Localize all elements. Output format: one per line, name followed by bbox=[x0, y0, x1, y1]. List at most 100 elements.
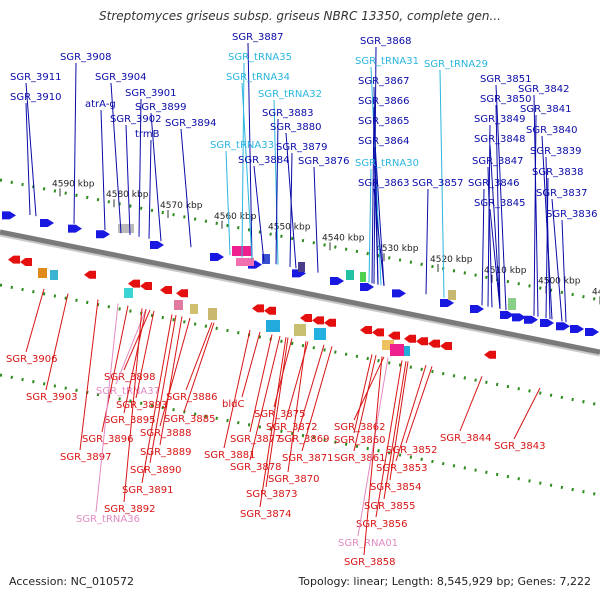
forward-gene-label[interactable]: SGR_3863 bbox=[358, 178, 410, 189]
forward-gene-label[interactable]: SGR_tRNA34 bbox=[226, 72, 290, 83]
forward-gene-arrow[interactable] bbox=[210, 253, 224, 261]
reverse-gene-arrow[interactable] bbox=[324, 318, 336, 327]
forward-gene-arrow[interactable] bbox=[96, 230, 110, 239]
reverse-gene-label[interactable]: SGR_3906 bbox=[6, 354, 58, 365]
reverse-gene-label[interactable]: SGR_tRNA36 bbox=[76, 514, 140, 525]
forward-gene-arrow[interactable] bbox=[360, 283, 374, 291]
reverse-gene-label[interactable]: SGR_3888 bbox=[140, 428, 192, 439]
forward-gene-label[interactable]: SGR_3901 bbox=[125, 88, 177, 99]
forward-gene-label[interactable]: SGR_tRNA29 bbox=[424, 59, 488, 70]
reverse-gene-label[interactable]: SGR_3875 bbox=[254, 409, 306, 420]
reverse-gene-label[interactable]: SGR_3871 bbox=[282, 453, 334, 464]
reverse-gene-label[interactable]: SGR_3881 bbox=[204, 450, 256, 461]
forward-gene-label[interactable]: SGR_3867 bbox=[358, 76, 410, 87]
reverse-gene-label[interactable]: SGR_3852 bbox=[386, 445, 438, 456]
reverse-gene-label[interactable]: SGR_tRNA37 bbox=[96, 386, 160, 397]
reverse-gene-label[interactable]: SGR_3890 bbox=[130, 465, 182, 476]
feature-block[interactable] bbox=[50, 270, 58, 280]
forward-gene-label[interactable]: trmB bbox=[135, 129, 160, 140]
forward-gene-label[interactable]: SGR_3908 bbox=[60, 52, 112, 63]
reverse-gene-label[interactable]: SGR_3872 bbox=[266, 422, 318, 433]
feature-block[interactable] bbox=[448, 290, 456, 300]
reverse-gene-label[interactable]: SGR_3869 bbox=[278, 434, 330, 445]
forward-gene-arrow[interactable] bbox=[40, 219, 54, 227]
forward-gene-label[interactable]: SGR_3880 bbox=[270, 122, 322, 133]
feature-block[interactable] bbox=[124, 288, 133, 298]
reverse-gene-label[interactable]: SGR_3896 bbox=[82, 434, 134, 445]
forward-gene-arrow[interactable] bbox=[512, 313, 526, 322]
feature-block[interactable] bbox=[208, 308, 217, 320]
reverse-gene-arrow[interactable] bbox=[8, 255, 20, 264]
reverse-gene-arrow[interactable] bbox=[428, 339, 440, 348]
forward-gene-label[interactable]: SGR_3845 bbox=[474, 198, 526, 209]
forward-gene-label[interactable]: SGR_3839 bbox=[530, 146, 582, 157]
feature-block[interactable] bbox=[118, 224, 134, 233]
forward-gene-label[interactable]: SGR_tRNA30 bbox=[355, 158, 419, 169]
reverse-gene-label[interactable]: SGR_3860 bbox=[334, 435, 386, 446]
forward-gene-label[interactable]: SGR_3840 bbox=[526, 125, 578, 136]
reverse-gene-arrow[interactable] bbox=[252, 304, 264, 313]
reverse-gene-label[interactable]: SGR_3903 bbox=[26, 392, 78, 403]
forward-gene-label[interactable]: SGR_3847 bbox=[472, 156, 524, 167]
reverse-gene-arrow[interactable] bbox=[416, 337, 428, 346]
reverse-gene-label[interactable]: SGR_3893 bbox=[116, 400, 168, 411]
forward-gene-label[interactable]: SGR_3851 bbox=[480, 74, 532, 85]
forward-gene-label[interactable]: SGR_3904 bbox=[95, 72, 147, 83]
reverse-gene-arrow[interactable] bbox=[160, 286, 172, 294]
reverse-gene-arrow[interactable] bbox=[388, 331, 400, 340]
forward-gene-label[interactable]: SGR_3866 bbox=[358, 96, 410, 107]
reverse-gene-label[interactable]: SGR_3878 bbox=[230, 462, 282, 473]
reverse-gene-arrow[interactable] bbox=[360, 326, 372, 334]
feature-block[interactable] bbox=[314, 328, 326, 340]
forward-gene-label[interactable]: SGR_3902 bbox=[110, 114, 162, 125]
forward-gene-label[interactable]: atrA-g bbox=[85, 99, 116, 110]
reverse-gene-arrow[interactable] bbox=[176, 289, 188, 298]
feature-block[interactable] bbox=[262, 254, 270, 264]
reverse-gene-arrow[interactable] bbox=[312, 316, 324, 325]
forward-gene-label[interactable]: SGR_3879 bbox=[276, 142, 328, 153]
reverse-gene-label[interactable]: SGR_3855 bbox=[364, 501, 416, 512]
forward-gene-label[interactable]: SGR_3911 bbox=[10, 72, 62, 83]
reverse-gene-label[interactable]: SGR_3854 bbox=[370, 482, 422, 493]
reverse-gene-arrow[interactable] bbox=[20, 258, 32, 266]
forward-gene-label[interactable]: SGR_3837 bbox=[536, 188, 588, 199]
feature-block[interactable] bbox=[174, 300, 183, 310]
reverse-gene-arrow[interactable] bbox=[484, 350, 496, 359]
reverse-gene-label[interactable]: SGR_3873 bbox=[246, 489, 298, 500]
forward-gene-arrow[interactable] bbox=[440, 299, 454, 307]
feature-block[interactable] bbox=[508, 298, 516, 310]
forward-gene-label[interactable]: SGR_3887 bbox=[232, 32, 284, 43]
forward-gene-arrow[interactable] bbox=[330, 277, 344, 285]
reverse-gene-arrow[interactable] bbox=[140, 282, 152, 290]
reverse-gene-arrow[interactable] bbox=[440, 342, 452, 350]
forward-gene-arrow[interactable] bbox=[392, 289, 406, 298]
reverse-gene-label[interactable]: SGR_3853 bbox=[376, 463, 428, 474]
reverse-gene-label[interactable]: SGR_3844 bbox=[440, 433, 492, 444]
feature-block[interactable] bbox=[294, 324, 306, 336]
forward-gene-label[interactable]: SGR_3868 bbox=[360, 36, 412, 47]
reverse-gene-label[interactable]: SGR_3886 bbox=[166, 392, 218, 403]
forward-gene-label[interactable]: SGR_3884 bbox=[238, 155, 290, 166]
forward-gene-arrow[interactable] bbox=[68, 224, 82, 233]
reverse-gene-label[interactable]: SGR_3891 bbox=[122, 485, 174, 496]
forward-gene-label[interactable]: SGR_3910 bbox=[10, 92, 62, 103]
reverse-gene-arrow[interactable] bbox=[264, 306, 276, 315]
forward-gene-label[interactable]: SGR_3865 bbox=[358, 116, 410, 127]
forward-gene-label[interactable]: SGR_3842 bbox=[518, 84, 570, 95]
reverse-gene-label[interactable]: SGR_3843 bbox=[494, 441, 546, 452]
forward-gene-label[interactable]: SGR_3838 bbox=[532, 167, 584, 178]
feature-block[interactable] bbox=[298, 262, 305, 272]
reverse-gene-label[interactable]: SGR_3858 bbox=[344, 557, 396, 568]
forward-gene-label[interactable]: SGR_tRNA31 bbox=[355, 56, 419, 67]
forward-gene-label[interactable]: SGR_3846 bbox=[468, 178, 520, 189]
forward-gene-label[interactable]: SGR_3836 bbox=[546, 209, 598, 220]
forward-gene-label[interactable]: SGR_3848 bbox=[474, 134, 526, 145]
reverse-gene-arrow[interactable] bbox=[372, 328, 384, 337]
reverse-gene-label[interactable]: SGR_3895 bbox=[104, 415, 156, 426]
forward-gene-label[interactable]: SGR_3899 bbox=[135, 102, 187, 113]
forward-gene-arrow[interactable] bbox=[150, 241, 164, 249]
forward-gene-label[interactable]: SGR_3894 bbox=[165, 118, 217, 129]
forward-gene-label[interactable]: SGR_tRNA35 bbox=[228, 52, 292, 63]
feature-block[interactable] bbox=[38, 268, 47, 278]
forward-gene-label[interactable]: SGR_tRNA33 bbox=[210, 140, 274, 151]
